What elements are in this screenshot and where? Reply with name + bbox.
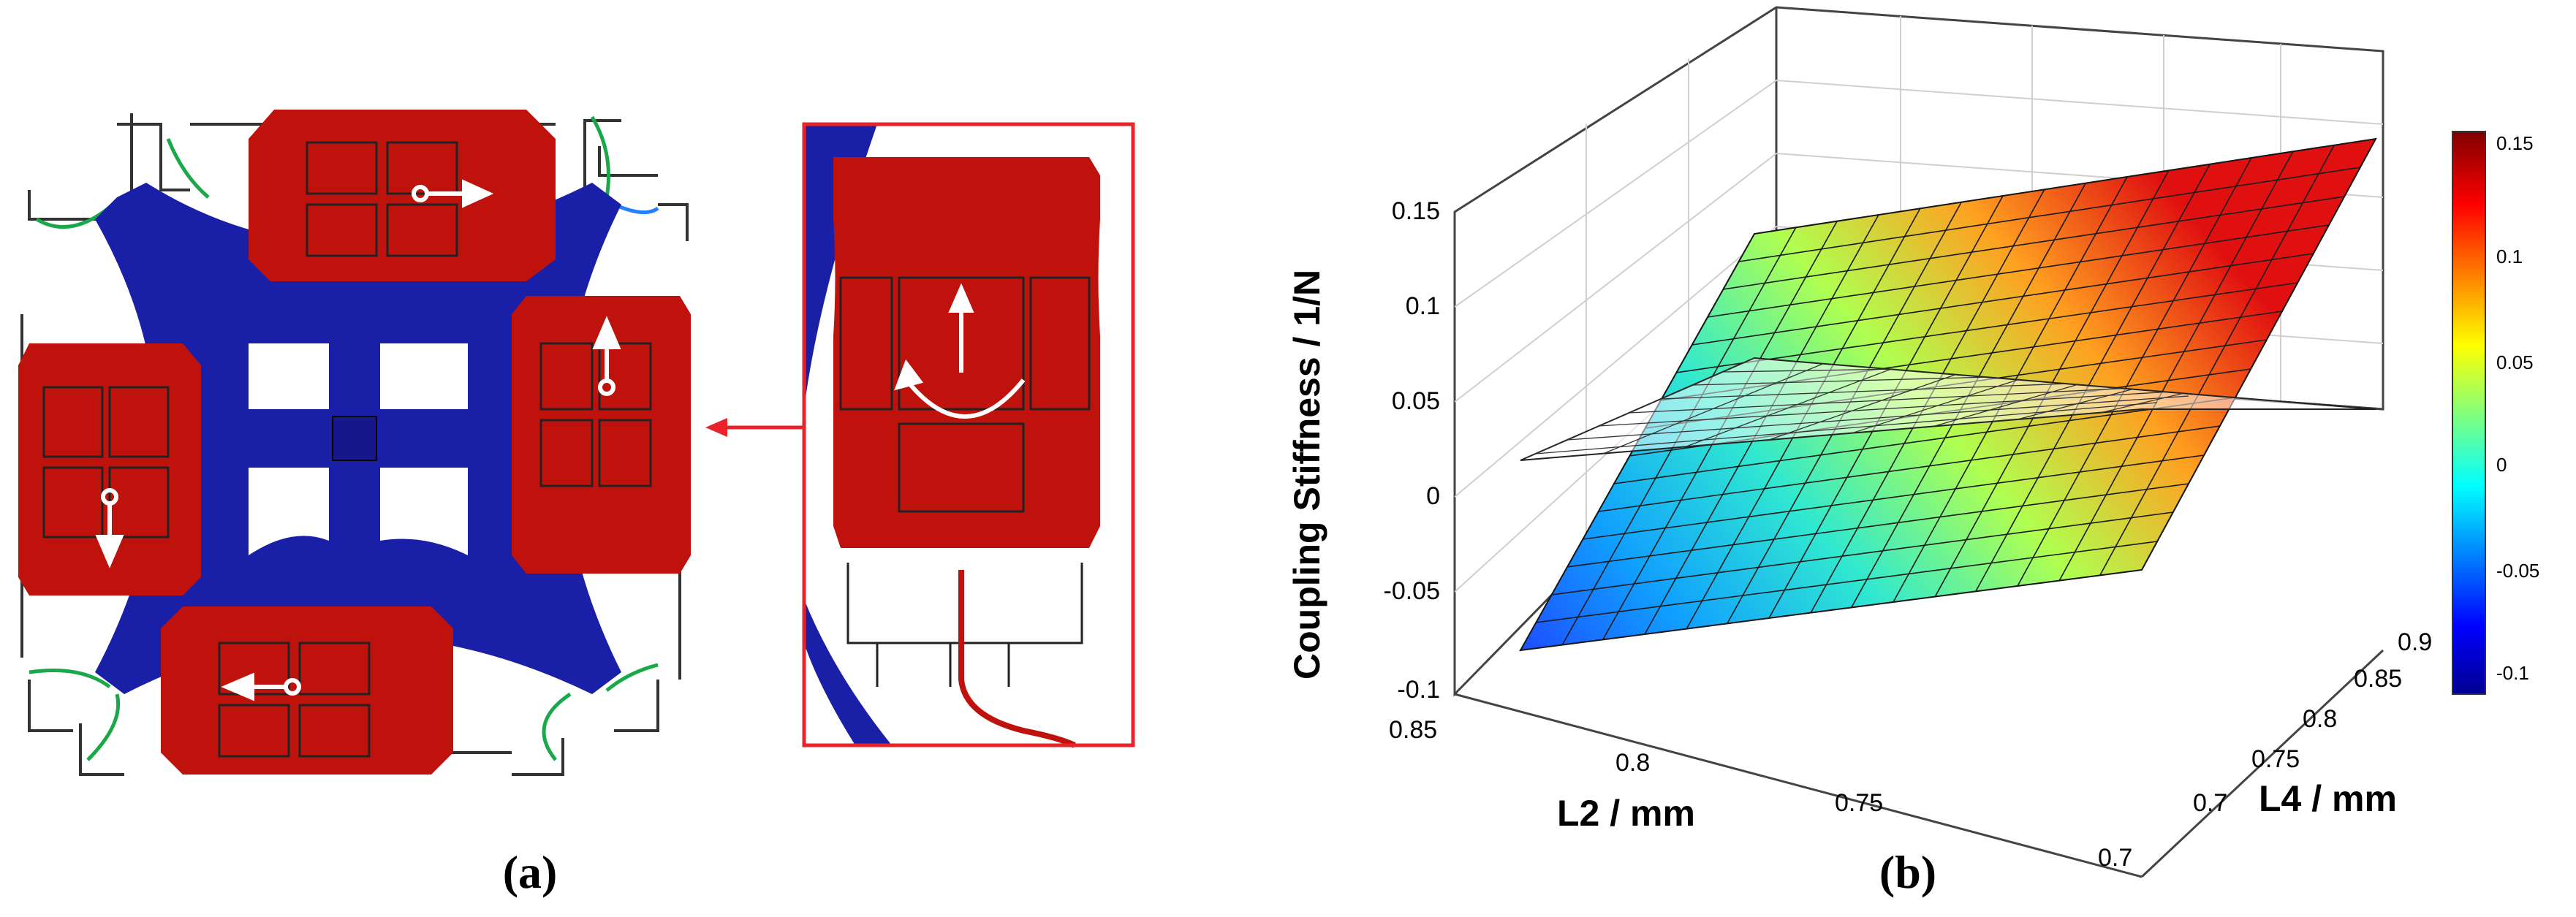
proof-masses	[18, 110, 691, 775]
x-axis-ticks: 0.85 0.8 0.75 0.7	[1389, 716, 2132, 872]
z-tick: 0.1	[1406, 292, 1440, 320]
x-tick: 0.8	[1615, 749, 1650, 777]
motion-arrows	[95, 179, 621, 701]
x-tick: 0.75	[1835, 789, 1883, 817]
z-tick: 0.05	[1392, 387, 1440, 415]
colorbar-tick: 0	[2496, 454, 2507, 476]
panel-b-chart: 0.15 0.1 0.05 0 -0.05 -0.1 0.85 0.8 0.75…	[1287, 6, 2539, 898]
y-tick: 0.75	[2251, 745, 2300, 773]
zoom-arrow	[705, 418, 804, 437]
y-axis-ticks: 0.7 0.75 0.8 0.85 0.9	[2193, 628, 2432, 817]
y-tick: 0.8	[2303, 705, 2337, 733]
x-tick: 0.85	[1389, 716, 1437, 744]
x-axis-label: L2 / mm	[1557, 793, 1695, 834]
caption-b: (b)	[1879, 846, 1936, 898]
y-axis-label: L4 / mm	[2259, 778, 2397, 819]
z-axis-label: Coupling Stiffness / 1/N	[1287, 270, 1327, 680]
colorbar: 0.15 0.1 0.05 0 -0.05 -0.1	[2452, 131, 2539, 695]
anchor-center	[332, 416, 377, 461]
z-tick: 0.15	[1392, 197, 1440, 225]
colorbar-tick: 0.15	[2496, 132, 2534, 154]
z-axis-ticks: 0.15 0.1 0.05 0 -0.05 -0.1	[1384, 197, 1441, 704]
z-tick: -0.1	[1397, 676, 1440, 704]
y-tick: 0.9	[2398, 628, 2432, 656]
colorbar-tick: -0.05	[2496, 560, 2539, 582]
tether-springs	[29, 115, 659, 761]
z-tick: 0	[1426, 482, 1440, 510]
x-tick: 0.7	[2098, 844, 2132, 872]
y-tick: 0.85	[2354, 665, 2402, 693]
z-tick: -0.05	[1384, 577, 1441, 605]
caption-a: (a)	[503, 846, 558, 898]
colorbar-tick: -0.1	[2496, 662, 2529, 684]
y-tick: 0.7	[2193, 789, 2227, 817]
panel-a-diagram: (a)	[18, 110, 1135, 898]
colorbar-tick: 0.05	[2496, 351, 2534, 373]
colorbar-tick: 0.1	[2496, 246, 2523, 267]
zoom-inset	[802, 122, 1135, 748]
